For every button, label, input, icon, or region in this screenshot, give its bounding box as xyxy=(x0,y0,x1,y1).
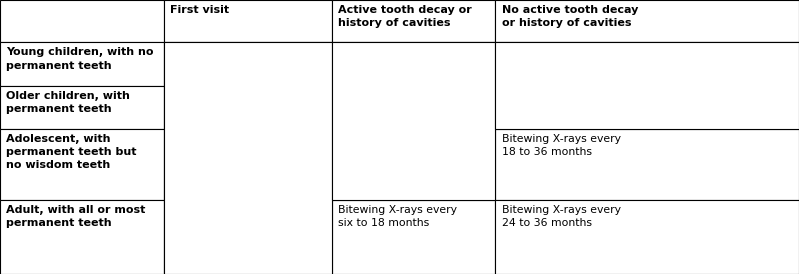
Bar xyxy=(495,42,799,129)
Text: Active tooth decay or
history of cavities: Active tooth decay or history of cavitie… xyxy=(338,5,471,28)
Bar xyxy=(0,129,164,200)
Bar xyxy=(495,129,799,200)
Text: First visit: First visit xyxy=(170,5,229,15)
Bar xyxy=(495,86,799,129)
Text: Bitewing X-rays every
12 to 24 months: Bitewing X-rays every 12 to 24 months xyxy=(502,47,621,71)
Text: Adolescent, with
permanent teeth but
no wisdom teeth: Adolescent, with permanent teeth but no … xyxy=(6,134,137,170)
Bar xyxy=(0,86,164,129)
Text: Bitewing X-rays every
18 to 36 months: Bitewing X-rays every 18 to 36 months xyxy=(502,134,621,157)
Bar xyxy=(164,42,332,86)
Bar xyxy=(0,0,164,42)
Bar xyxy=(164,129,332,200)
Bar xyxy=(332,0,495,42)
Bar xyxy=(164,0,332,42)
Bar xyxy=(164,86,332,129)
Text: Personalized exam
consisting of bitewing
and select individual
films or a panora: Personalized exam consisting of bitewing… xyxy=(170,47,297,110)
Bar xyxy=(332,200,495,274)
Bar xyxy=(495,42,799,86)
Text: Bitewing X-rays every
six to 18 months: Bitewing X-rays every six to 18 months xyxy=(338,205,457,228)
Bar xyxy=(495,0,799,42)
Bar xyxy=(332,42,495,86)
Bar xyxy=(332,86,495,129)
Bar xyxy=(164,200,332,274)
Text: Young children, with no
permanent teeth: Young children, with no permanent teeth xyxy=(6,47,154,71)
Text: Bitewing X-rays every
24 to 36 months: Bitewing X-rays every 24 to 36 months xyxy=(502,205,621,228)
Text: Older children, with
permanent teeth: Older children, with permanent teeth xyxy=(6,91,130,115)
Text: No active tooth decay
or history of cavities: No active tooth decay or history of cavi… xyxy=(502,5,638,28)
Bar xyxy=(332,129,495,200)
Bar xyxy=(0,42,164,86)
Bar xyxy=(332,42,495,200)
Bar xyxy=(495,200,799,274)
Text: Adult, with all or most
permanent teeth: Adult, with all or most permanent teeth xyxy=(6,205,145,228)
Bar xyxy=(164,42,332,274)
Bar xyxy=(0,200,164,274)
Text: Bitewing X-rays every
six to 12 months: Bitewing X-rays every six to 12 months xyxy=(338,47,457,71)
